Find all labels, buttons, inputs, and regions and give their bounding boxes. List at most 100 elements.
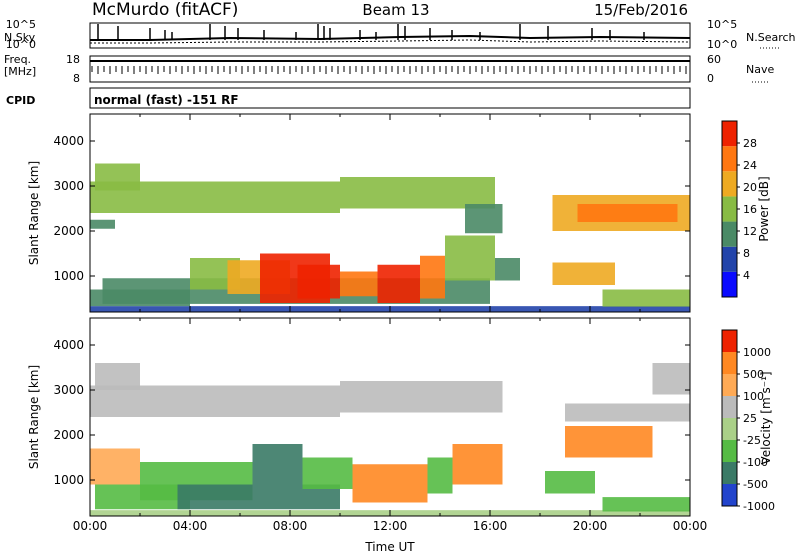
- velocity-colorbar-swatch: [722, 330, 737, 352]
- velocity-colorbar-label-2: 100: [743, 390, 764, 403]
- velocity-colorbar-label: Velocity [m s⁻¹]: [759, 371, 773, 464]
- velocity-echo-region: [340, 381, 503, 413]
- power-yticks: 1000 2000 3000 4000: [53, 134, 690, 283]
- nave-label: Nave: [746, 63, 774, 76]
- station-title: McMurdo (fitACF): [92, 0, 238, 20]
- power-data: [90, 163, 690, 312]
- power-colorbar-label-5: 8: [743, 247, 750, 260]
- velocity-ylabel: Slant Range [km]: [27, 365, 41, 469]
- velocity-ytick-label: 2000: [53, 428, 84, 442]
- power-colorbar-swatch: [722, 271, 737, 297]
- power-colorbar-label-4: 12: [743, 225, 757, 238]
- power-colorbar-swatch: [722, 171, 737, 197]
- power-colorbar: Power [dB] 28 24 20 16 12 8 4: [721, 120, 771, 298]
- freq-tick-bottom: 8: [73, 72, 80, 85]
- noise-tick-bottom-right: 10^0: [707, 38, 737, 51]
- freq-marks: [90, 60, 690, 74]
- power-panel: 1000 2000 3000 4000 Slant Range [km]: [27, 113, 691, 313]
- freq-unit-label: [MHz]: [4, 65, 36, 78]
- beam-title: Beam 13: [362, 1, 429, 19]
- time-tick-label: 20:00: [573, 519, 608, 533]
- velocity-colorbar-swatch: [722, 462, 737, 484]
- velocity-colorbar-swatch: [722, 484, 737, 506]
- velocity-colorbar-swatch: [722, 418, 737, 440]
- date-title: 15/Feb/2016: [594, 1, 688, 19]
- power-echo-region: [420, 255, 445, 299]
- cpid-value: normal (fast) -151 RF: [94, 93, 239, 107]
- velocity-colorbar-swatch: [722, 352, 737, 374]
- time-tick-label: 08:00: [273, 519, 308, 533]
- power-colorbar-label-1: 24: [743, 159, 757, 172]
- power-colorbar-swatch: [722, 121, 737, 147]
- nsearch-label: N.Search: [746, 31, 796, 44]
- power-echo-region: [297, 264, 340, 299]
- power-echo-region: [552, 262, 615, 285]
- velocity-ytick-label: 4000: [53, 338, 84, 352]
- freq-panel-frame: [89, 55, 691, 83]
- nsearch-trace: [90, 39, 691, 44]
- velocity-echo-region: [652, 363, 690, 395]
- time-tick-label: 00:00: [673, 519, 708, 533]
- velocity-xticks: 00:00 04:00 08:00 12:00 16:00 20:00 00:00: [73, 318, 708, 533]
- power-ytick-label: 3000: [53, 179, 84, 193]
- nsky-trace: [90, 34, 691, 41]
- velocity-echo-region: [90, 385, 340, 417]
- time-tick-label: 12:00: [373, 519, 408, 533]
- power-echo-region: [495, 258, 520, 281]
- velocity-panel: 1000 2000 3000 4000 00:00 04:00 08:00 12:00 16:…: [27, 317, 708, 554]
- cpid-label: CPID: [6, 94, 35, 107]
- power-colorbar-swatch: [722, 221, 737, 247]
- power-echo-region: [577, 204, 678, 222]
- noise-tick-top-left: 10^5: [6, 18, 36, 31]
- time-tick-label: 04:00: [173, 519, 208, 533]
- time-tick-label: 16:00: [473, 519, 508, 533]
- freq-tick-top: 18: [66, 53, 80, 66]
- velocity-echo-region: [427, 457, 453, 494]
- velocity-colorbar-label-5: -100: [743, 456, 768, 469]
- velocity-echo-region: [602, 497, 690, 512]
- power-xticks: [89, 114, 691, 312]
- power-echo-region: [340, 271, 378, 297]
- noise-tick-top-right: 10^5: [707, 18, 737, 31]
- nave-tick-top: 60: [707, 53, 721, 66]
- velocity-colorbar: Velocity [m s⁻¹] 1000 500 100 25 -25 -100 -500…: [721, 329, 775, 513]
- power-colorbar-swatch: [722, 196, 737, 222]
- power-echo-region: [445, 235, 495, 281]
- velocity-echo-region: [252, 444, 303, 485]
- nave-tick-bottom: 0: [707, 72, 714, 85]
- velocity-colorbar-label-0: 1000: [743, 346, 771, 359]
- power-echo-region: [377, 264, 420, 303]
- power-echo-region: [465, 204, 503, 234]
- velocity-echo-region: [90, 448, 140, 485]
- power-ytick-label: 4000: [53, 134, 84, 148]
- power-ytick-label: 2000: [53, 224, 84, 238]
- velocity-ytick-label: 1000: [53, 473, 84, 487]
- velocity-colorbar-frame: [721, 329, 738, 507]
- velocity-echo-region: [352, 464, 428, 503]
- velocity-colorbar-label-1: 500: [743, 368, 764, 381]
- velocity-echo-region: [565, 403, 690, 422]
- time-axis-label: Time UT: [364, 540, 415, 554]
- velocity-echo-region: [565, 426, 653, 458]
- time-tick-label: 00:00: [73, 519, 108, 533]
- power-colorbar-swatch: [722, 246, 737, 272]
- velocity-echo-region: [302, 457, 353, 489]
- noise-tick-bottom-left: 10^0: [6, 38, 36, 51]
- freq-label: Freq.: [4, 53, 31, 66]
- power-echo-region: [340, 177, 495, 209]
- velocity-echo-region: [95, 363, 140, 390]
- cpid-panel-frame: [89, 87, 691, 109]
- velocity-colorbar-label-6: -500: [743, 478, 768, 491]
- noise-spikes: [97, 24, 645, 40]
- power-colorbar-label-2: 20: [743, 181, 757, 194]
- velocity-echo-region: [452, 444, 503, 485]
- power-echo-region: [90, 219, 115, 229]
- velocity-echo-region: [545, 471, 595, 494]
- velocity-colorbar-label-3: 25: [743, 412, 757, 425]
- noise-panel-frame: [89, 22, 691, 49]
- power-colorbar-label-3: 16: [743, 203, 757, 216]
- velocity-colorbar-swatch: [722, 396, 737, 418]
- velocity-colorbar-swatch: [722, 440, 737, 462]
- power-colorbar-label-6: 4: [743, 269, 750, 282]
